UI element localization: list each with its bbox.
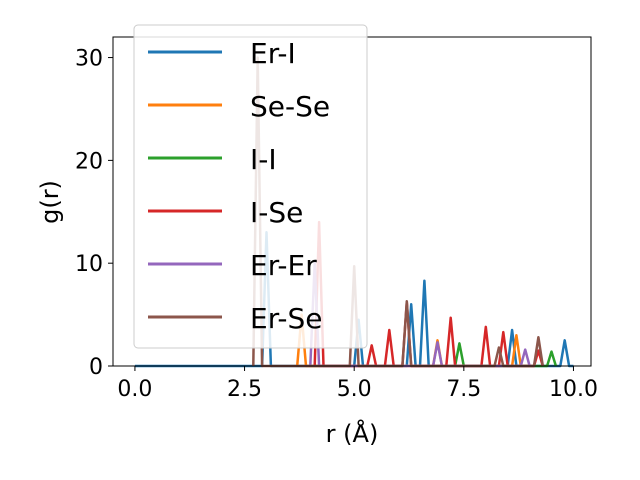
legend-label-er-i: Er-I (250, 37, 296, 70)
x-tick-label: 2.5 (227, 377, 262, 402)
x-axis-label: r (Å) (326, 419, 379, 448)
y-axis-label: g(r) (36, 180, 64, 224)
x-tick-label: 0.0 (117, 377, 152, 402)
x-tick-label: 7.5 (446, 377, 481, 402)
y-tick-label: 20 (75, 149, 103, 174)
legend-label-se-se: Se-Se (250, 90, 330, 123)
legend-label-i-se: I-Se (250, 196, 303, 229)
legend: Er-I Se-Se I-I I-Se Er-Er Er-Se (133, 24, 368, 349)
legend-box (133, 24, 368, 349)
legend-label-i-i: I-I (250, 143, 277, 176)
x-tick-label: 10.0 (549, 377, 598, 402)
legend-label-er-er: Er-Er (250, 249, 317, 282)
x-axis-ticks: 0.0 2.5 5.0 7.5 10.0 (117, 366, 598, 402)
y-tick-label: 30 (75, 47, 103, 72)
y-tick-label: 0 (89, 355, 103, 380)
y-axis-ticks: 0 10 20 30 (75, 47, 113, 380)
legend-label-er-se: Er-Se (250, 302, 323, 335)
x-tick-label: 5.0 (337, 377, 372, 402)
y-tick-label: 10 (75, 252, 103, 277)
